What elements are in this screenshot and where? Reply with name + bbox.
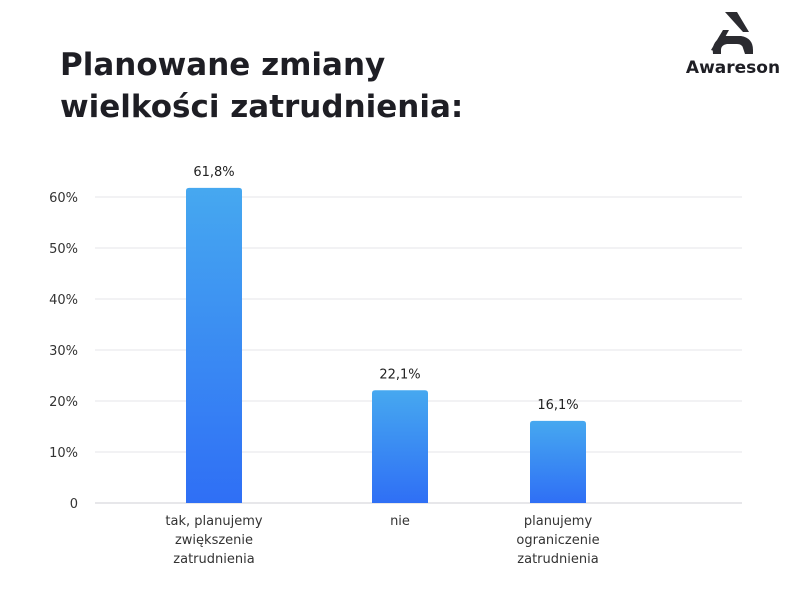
chart-title-line-2: wielkości zatrudnienia: — [60, 89, 464, 125]
y-tick-label: 50% — [49, 242, 78, 257]
data-label: 61,8% — [193, 165, 234, 180]
bar — [186, 187, 242, 503]
data-label: 16,1% — [537, 398, 578, 413]
y-axis: 0 10% 20% 30% 40% 50% 60% — [49, 191, 78, 512]
y-tick-label: 40% — [49, 293, 78, 308]
bar — [372, 390, 428, 503]
brand-name: Awareson — [685, 58, 781, 78]
x-tick-label: ograniczenie — [516, 533, 599, 548]
brand-logo: Awareson — [678, 10, 788, 82]
x-tick-label: tak, planujemy — [165, 514, 262, 529]
data-labels: 61,8% 22,1% 16,1% — [193, 165, 578, 413]
y-tick-label: 30% — [49, 344, 78, 359]
y-tick-label: 20% — [49, 395, 78, 410]
data-label: 22,1% — [379, 367, 420, 382]
bars — [186, 187, 586, 503]
chart-title: Planowane zmiany wielkości zatrudnienia: — [60, 44, 463, 128]
y-tick-label: 60% — [49, 191, 78, 206]
x-tick-label: zwiększenie — [175, 533, 253, 548]
y-tick-label: 10% — [49, 446, 78, 461]
x-axis: tak, planujemy zwiększenie zatrudnienia nie… — [165, 514, 599, 567]
y-tick-label: 0 — [70, 497, 78, 512]
bar — [530, 420, 586, 503]
x-tick-label: nie — [390, 514, 410, 529]
chart-title-line-1: Planowane zmiany — [60, 47, 386, 83]
x-tick-label: planujemy — [524, 514, 593, 529]
awareson-logo-icon — [711, 12, 753, 54]
x-tick-label: zatrudnienia — [517, 552, 598, 567]
x-tick-label: zatrudnienia — [173, 552, 254, 567]
